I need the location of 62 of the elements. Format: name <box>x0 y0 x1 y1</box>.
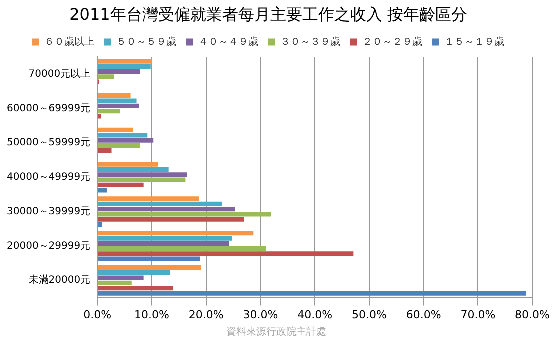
bar <box>98 291 526 296</box>
y-tick-label: 20000～29999元 <box>7 240 91 252</box>
x-tick-label: 80.0% <box>515 308 550 322</box>
bar <box>98 280 132 286</box>
bar <box>98 162 159 167</box>
y-tick-label: 50000～59999元 <box>7 138 91 149</box>
x-tick-label: 10.0% <box>134 308 170 322</box>
x-tick-label: 40.0% <box>298 308 333 322</box>
bar <box>98 270 170 276</box>
bar <box>98 104 140 108</box>
text: 資料來源行政院主計處 <box>226 326 328 339</box>
y-tick-label: 未滿20000元 <box>28 274 91 286</box>
legend-label: ５０～５９歲 <box>116 36 176 48</box>
legend-label: ３０～３９歲 <box>280 36 340 48</box>
bar <box>98 172 188 178</box>
bar <box>98 59 153 64</box>
bar <box>98 148 112 154</box>
bar <box>98 133 148 138</box>
bar <box>98 246 266 252</box>
x-tick-label: 0.0% <box>84 308 112 322</box>
bar <box>98 98 137 104</box>
bar <box>98 109 120 114</box>
bar <box>98 64 151 69</box>
bar <box>98 217 244 222</box>
bar <box>98 94 131 98</box>
bar <box>98 222 103 228</box>
y-tick-label: 30000～39999元 <box>7 206 91 218</box>
x-tick-label: 70.0% <box>460 308 496 322</box>
bar <box>98 236 232 241</box>
y-tick-label: 40000～49999元 <box>7 172 91 184</box>
x-tick-label: 50.0% <box>352 308 387 322</box>
bar <box>98 178 186 182</box>
legend-label: ２０～２９歲 <box>362 36 422 48</box>
legend-label: １５～１９歲 <box>444 36 504 48</box>
chart-title: 2011年台灣受僱就業者每月主要工作之收入 按年齡區分 <box>70 4 468 24</box>
x-tick-label: 60.0% <box>406 308 442 322</box>
legend-label: ６０歲以上 <box>44 36 94 48</box>
bar <box>98 143 140 148</box>
y-tick-label: 70000元以上 <box>28 68 91 80</box>
bar <box>98 128 134 133</box>
bar <box>98 69 140 74</box>
bar <box>98 74 114 80</box>
y-tick-label: 60000～69999元 <box>7 103 91 114</box>
bar <box>98 202 222 206</box>
bar <box>98 256 200 262</box>
bar <box>98 167 169 172</box>
bar <box>98 286 174 291</box>
bar <box>98 196 200 202</box>
bar <box>98 241 230 246</box>
legend-label: ４０～４９歲 <box>198 36 258 48</box>
bar <box>98 138 154 143</box>
bar <box>98 265 202 270</box>
bar <box>98 276 144 280</box>
bar <box>98 231 254 236</box>
bar <box>98 212 272 217</box>
bar <box>98 252 354 256</box>
bar <box>98 206 236 212</box>
bar <box>98 188 108 193</box>
bar <box>98 182 144 188</box>
bar <box>98 114 102 119</box>
x-tick-label: 30.0% <box>243 308 278 322</box>
x-tick-label: 20.0% <box>188 308 224 322</box>
